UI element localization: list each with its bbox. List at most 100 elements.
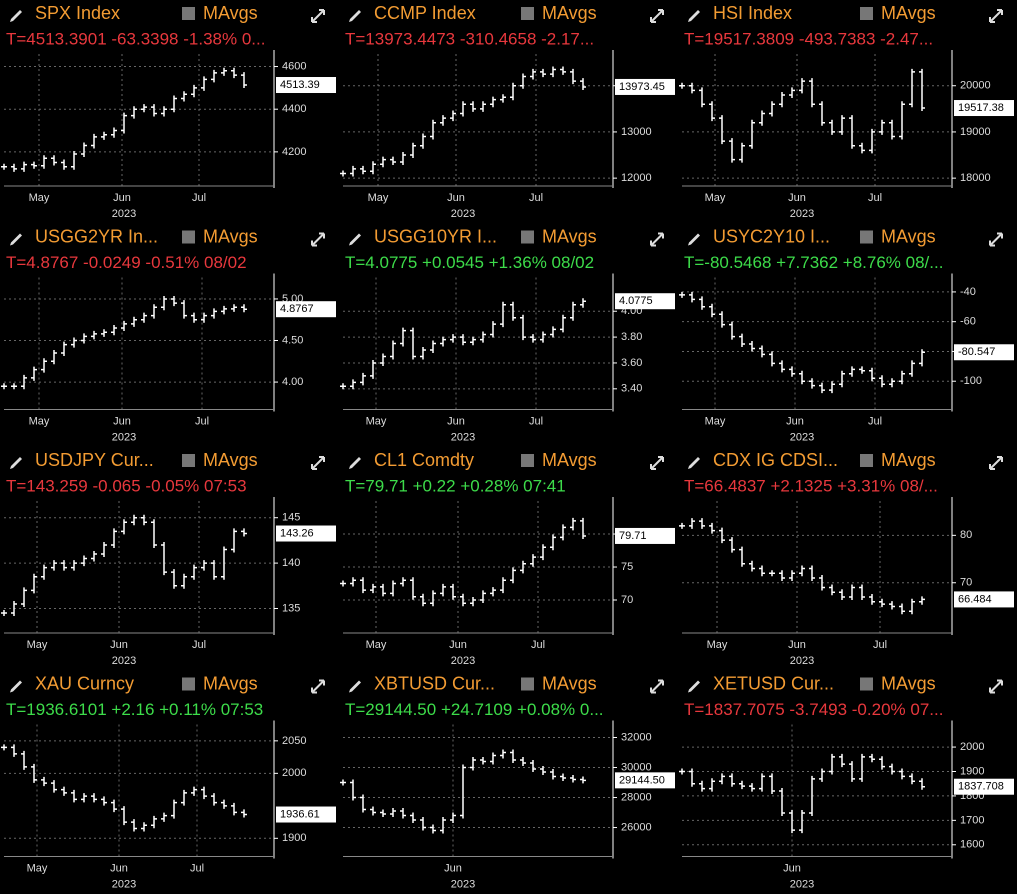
expand-icon[interactable]: [989, 456, 1003, 470]
edit-icon[interactable]: [688, 457, 700, 469]
price-bar: [340, 580, 346, 587]
price-bar: [101, 329, 107, 337]
price-bar: [909, 773, 915, 785]
price-bar: [889, 119, 895, 140]
x-tick-label: Jun: [113, 192, 131, 204]
price-bar: [570, 517, 576, 531]
price-bar: [81, 333, 87, 344]
price-bar: [11, 600, 17, 617]
last-price-label: 19517.38: [958, 102, 1004, 114]
study-toggle[interactable]: [182, 7, 195, 20]
edit-icon[interactable]: [688, 10, 700, 22]
edit-icon[interactable]: [10, 457, 22, 469]
price-bar: [111, 127, 117, 138]
y-tick-label: 26000: [621, 821, 652, 833]
edit-icon[interactable]: [349, 680, 361, 693]
price-bar: [809, 565, 815, 582]
study-toggle[interactable]: [182, 677, 195, 691]
study-toggle[interactable]: [182, 454, 195, 467]
expand-icon[interactable]: [311, 9, 325, 23]
study-toggle[interactable]: [860, 677, 873, 691]
price-bar: [21, 161, 27, 172]
expand-icon[interactable]: [989, 232, 1003, 247]
x-tick-label: Jun: [786, 415, 804, 427]
study-toggle[interactable]: [182, 230, 195, 244]
expand-icon[interactable]: [311, 456, 325, 470]
edit-icon[interactable]: [10, 233, 22, 246]
last-price-label: 13973.45: [619, 81, 665, 93]
price-bar: [380, 809, 386, 818]
study-toggle[interactable]: [860, 7, 873, 20]
expand-icon[interactable]: [650, 679, 664, 694]
price-bar: [91, 133, 97, 149]
price-bar: [400, 152, 406, 165]
price-bar: [769, 101, 775, 117]
x-axis-label: 2023: [112, 655, 136, 667]
study-toggle[interactable]: [521, 454, 534, 467]
study-toggle[interactable]: [521, 230, 534, 244]
x-tick-label: Jul: [192, 639, 206, 651]
edit-icon[interactable]: [688, 680, 700, 693]
price-bar: [719, 773, 725, 785]
price-bar: [769, 351, 775, 367]
price-bar: [550, 534, 556, 551]
expand-icon[interactable]: [989, 679, 1003, 694]
last-price-box: [276, 525, 336, 542]
edit-icon[interactable]: [349, 10, 361, 22]
x-tick-label: Jul: [531, 639, 545, 651]
price-bar: [350, 165, 356, 177]
price-bar: [460, 593, 466, 607]
y-tick-label: 30000: [621, 761, 652, 773]
price-bar: [540, 331, 546, 343]
price-bar: [729, 537, 735, 553]
y-tick-label: 18000: [960, 172, 991, 184]
edit-icon[interactable]: [10, 680, 22, 693]
price-bar: [231, 802, 237, 816]
price-bar: [81, 555, 87, 567]
price-bar: [241, 304, 247, 313]
quote-line: T=1837.7075 -3.7493 -0.20% 07...: [684, 700, 943, 719]
price-bar: [51, 155, 57, 166]
last-price-label: 66.484: [958, 593, 992, 605]
ticker-title: XAU Curncy: [35, 673, 134, 693]
study-toggle[interactable]: [521, 677, 534, 691]
price-bar: [899, 768, 905, 780]
price-bar: [191, 312, 197, 323]
price-bar: [919, 596, 925, 605]
price-bar: [560, 66, 566, 75]
price-bar: [101, 541, 107, 558]
study-toggle[interactable]: [860, 230, 873, 244]
study-toggle[interactable]: [521, 7, 534, 20]
price-bar: [739, 333, 745, 348]
edit-icon[interactable]: [10, 10, 22, 22]
edit-icon[interactable]: [688, 233, 700, 246]
y-tick-label: 2000: [282, 767, 306, 779]
price-bar: [410, 812, 416, 824]
expand-icon[interactable]: [311, 232, 325, 247]
study-label: MAvgs: [881, 673, 936, 693]
x-tick-label: Jun: [449, 639, 467, 651]
price-bar: [11, 744, 17, 757]
price-bar: [520, 314, 526, 341]
x-tick-label: Jun: [788, 639, 806, 651]
expand-icon[interactable]: [311, 679, 325, 694]
expand-icon[interactable]: [650, 232, 664, 247]
expand-icon[interactable]: [650, 9, 664, 23]
expand-icon[interactable]: [989, 9, 1003, 23]
edit-icon[interactable]: [349, 233, 361, 246]
price-bar: [689, 291, 695, 303]
price-bar: [570, 301, 576, 321]
price-bar: [749, 783, 755, 792]
x-axis-label: 2023: [451, 208, 475, 220]
price-bar: [729, 773, 735, 787]
expand-icon[interactable]: [650, 456, 664, 470]
study-toggle[interactable]: [860, 454, 873, 467]
price-bar: [879, 598, 885, 608]
quote-line: T=66.4837 +2.1325 +3.31% 08/...: [684, 476, 938, 495]
price-bar: [241, 809, 247, 818]
x-axis-label: 2023: [112, 431, 136, 443]
y-tick-label: 4600: [282, 60, 306, 72]
edit-icon[interactable]: [349, 457, 361, 469]
price-bar: [41, 358, 47, 373]
